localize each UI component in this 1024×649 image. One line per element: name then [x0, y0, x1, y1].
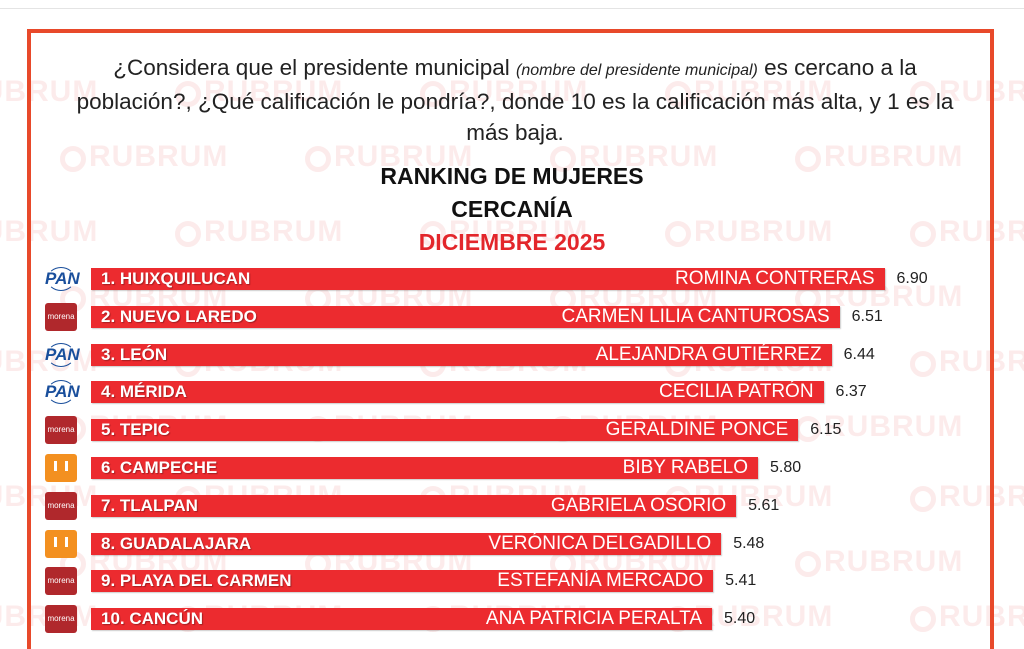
candidate-name: GERALDINE PONCE — [605, 419, 789, 441]
bar: 9. PLAYA DEL CARMEN ESTEFANÍA MERCADO — [91, 570, 714, 593]
party-logo-pan: PAN — [45, 265, 80, 293]
value-label: 5.41 — [725, 572, 757, 590]
party-logo-pan: PAN — [45, 341, 80, 369]
value-label: 5.80 — [770, 459, 802, 476]
candidate-name: CECILIA PATRÓN — [659, 381, 814, 403]
party-logo-morena: morena — [45, 491, 77, 520]
watermark-logo: RUBRUM — [0, 75, 99, 108]
bar: 6. CAMPECHE BIBY RABELO — [91, 457, 758, 479]
city-label: 2. NUEVO LAREDO — [101, 306, 257, 326]
party-logo-mc — [45, 454, 77, 482]
bar: 10. CANCÚN ANA PATRICIA PERALTA — [91, 608, 712, 631]
city-label: 6. CAMPECHE — [101, 458, 218, 477]
party-logo-pan: PAN — [45, 378, 80, 406]
watermark-logo: RUBRUM — [175, 75, 343, 109]
candidate-name: VERÓNICA DELGADILLO — [488, 532, 712, 554]
chart-subtitle: CERCANÍA — [451, 196, 573, 222]
watermark-logo: RUBRUM — [420, 215, 588, 249]
watermark-logo: RUBRUM — [795, 140, 963, 174]
bar: 1. HUIXQUILUCAN ROMINA CONTRERAS — [91, 268, 885, 290]
party-logo-morena: morena — [45, 416, 77, 445]
bar: 2. NUEVO LAREDO CARMEN LILIA CANTUROSAS — [91, 305, 840, 328]
candidate-name: ANA PATRICIA PERALTA — [485, 608, 702, 630]
bar: 8. GUADALAJARA VERÓNICA DELGADILLO — [91, 532, 722, 555]
value-label: 6.37 — [835, 383, 867, 401]
value-label: 5.40 — [724, 610, 756, 628]
party-logo-morena: morena — [45, 567, 77, 596]
watermark-logo: RUBRUM — [795, 545, 963, 579]
watermark-logo: RUBRUM — [60, 140, 228, 174]
watermark-logo: RUBRUM — [0, 215, 99, 248]
bar: 5. TEPIC GERALDINE PONCE — [91, 419, 799, 442]
bar: 3. LEÓN ALEJANDRA GUTIÉRREZ — [91, 343, 832, 366]
candidate-name: GABRIELA OSORIO — [550, 494, 727, 516]
candidate-name: BIBY RABELO — [622, 457, 748, 478]
bar: 4. MÉRIDA CECILIA PATRÓN — [91, 381, 824, 404]
city-label: 4. MÉRIDA — [101, 382, 187, 402]
watermark-logo: RUBRUM — [550, 140, 718, 174]
party-logo-morena: morena — [45, 302, 77, 331]
bar: 7. TLALPAN GABRIELA OSORIO — [91, 494, 737, 517]
city-label: 7. TLALPAN — [101, 495, 198, 515]
city-label: 1. HUIXQUILUCAN — [101, 269, 251, 288]
chart-period: DICIEMBRE 2025 — [418, 229, 606, 255]
city-label: 5. TEPIC — [101, 420, 170, 440]
question-text-end: es cercano a la población?, ¿Qué calific… — [76, 55, 954, 145]
chart-title: RANKING DE MUJERES — [380, 163, 644, 189]
watermark-logo: RUBRUM — [175, 215, 343, 249]
watermark-logo: RUBRUM — [305, 140, 473, 174]
question-note: (nombre del presidente municipal) — [515, 62, 758, 79]
watermark-logo: RUBRUM — [910, 480, 1024, 514]
watermark-logo: RUBRUM — [910, 345, 1024, 379]
watermark-logo: RUBRUM — [420, 75, 588, 109]
party-logo-mc — [45, 529, 77, 558]
candidate-name: ROMINA CONTRERAS — [674, 268, 875, 289]
watermark-logo: RUBRUM — [665, 215, 833, 249]
value-label: 5.61 — [748, 496, 780, 514]
party-logo-morena: morena — [45, 605, 77, 634]
city-label: 3. LEÓN — [101, 344, 168, 364]
candidate-name: ALEJANDRA GUTIÉRREZ — [595, 343, 822, 365]
watermark-logo: RUBRUM — [910, 75, 1024, 109]
value-label: 6.15 — [810, 421, 842, 439]
value-label: 6.51 — [851, 307, 883, 325]
city-label: 8. GUADALAJARA — [101, 533, 252, 553]
candidate-name: CARMEN LILIA CANTUROSAS — [561, 305, 830, 327]
city-label: 10. CANCÚN — [101, 609, 204, 629]
value-label: 5.48 — [733, 534, 765, 552]
value-label: 6.90 — [896, 270, 928, 287]
watermark-logo: RUBRUM — [795, 410, 963, 444]
survey-question: ¿Considera que el presidente municipal (… — [60, 52, 970, 148]
top-divider — [0, 8, 1024, 9]
value-label: 6.44 — [843, 345, 875, 363]
candidate-name: ESTEFANÍA MERCADO — [497, 570, 704, 592]
watermark-logo: RUBRUM — [665, 75, 833, 109]
watermark-logo: RUBRUM — [910, 215, 1024, 249]
chart-frame — [27, 29, 994, 649]
question-text: ¿Considera que el presidente municipal — [113, 55, 516, 80]
city-label: 9. PLAYA DEL CARMEN — [101, 571, 292, 591]
